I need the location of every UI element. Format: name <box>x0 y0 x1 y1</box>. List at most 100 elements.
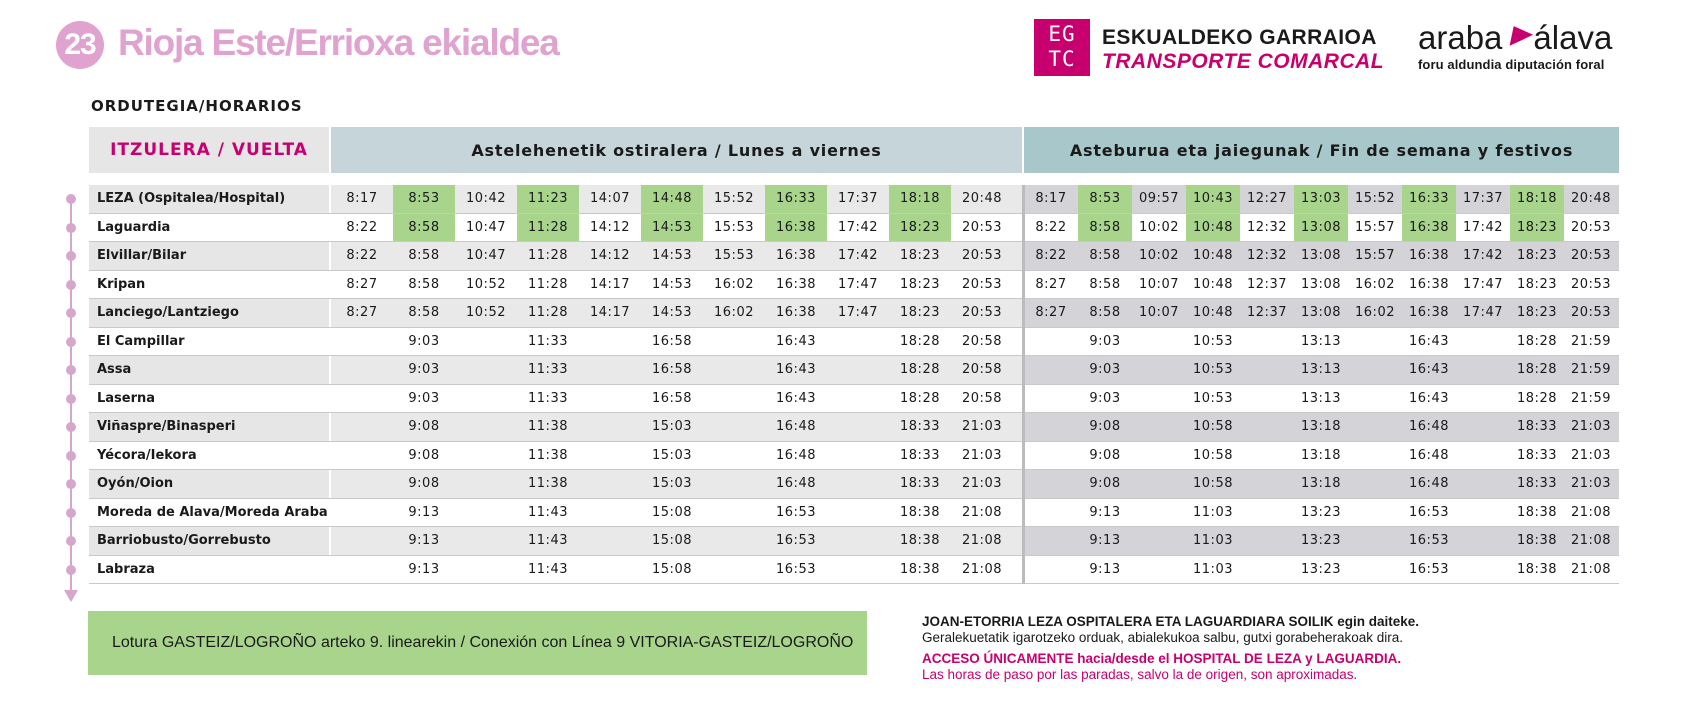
weekday-time <box>703 328 765 356</box>
weekend-time: 12:27 <box>1247 191 1287 207</box>
stop-dot <box>66 251 76 261</box>
weekend-time: 13:23 <box>1301 504 1341 520</box>
weekend-time: 21:59 <box>1571 333 1611 349</box>
weekend-time <box>1348 499 1402 527</box>
weekend-time <box>1456 385 1510 413</box>
weekday-time <box>331 527 393 555</box>
weekday-time: 16:33 <box>765 185 827 213</box>
stop-name: Viñaspre/Binasperi <box>89 413 329 441</box>
weekend-time: 21:59 <box>1571 362 1611 378</box>
weekday-time: 9:13 <box>408 561 440 577</box>
weekend-time: 10:53 <box>1193 333 1233 349</box>
weekend-time: 09:57 <box>1139 191 1179 207</box>
weekend-time: 16:02 <box>1355 305 1395 321</box>
operator-name-spanish: TRANSPORTE COMARCAL <box>1102 50 1385 73</box>
stop-name: Elvillar/Bilar <box>89 242 329 270</box>
weekend-time: 15:57 <box>1355 219 1395 235</box>
weekday-time: 11:38 <box>528 447 568 463</box>
weekend-time: 9:03 <box>1089 390 1121 406</box>
weekend-time <box>1024 556 1078 584</box>
weekday-time: 16:38 <box>765 213 827 241</box>
table-row: Moreda de Alava/Moreda Araba 9:13 11:43 15:… <box>89 499 1619 527</box>
weekend-time: 9:13 <box>1089 533 1121 549</box>
weekend-time: 8:58 <box>1089 248 1121 264</box>
weekday-time: 9:08 <box>408 419 440 435</box>
weekday-time <box>579 356 641 384</box>
weekday-time <box>703 556 765 584</box>
weekend-time <box>1024 356 1078 384</box>
weekend-header: Asteburua eta jaiegunak / Fin de semana … <box>1024 127 1619 173</box>
weekend-time <box>1240 556 1294 584</box>
table-row: Barriobusto/Gorrebusto 9:13 11:43 15:08 16:5… <box>89 527 1619 556</box>
weekday-time: 16:58 <box>652 390 692 406</box>
weekend-time: 18:38 <box>1517 533 1557 549</box>
weekend-time: 10:48 <box>1193 305 1233 321</box>
weekend-time: 12:37 <box>1247 305 1287 321</box>
row-shade <box>1024 470 1619 498</box>
weekend-time: 21:03 <box>1571 419 1611 435</box>
weekend-time <box>1348 385 1402 413</box>
weekday-time <box>579 470 641 498</box>
weekday-time: 9:03 <box>408 362 440 378</box>
weekday-time <box>455 556 517 584</box>
weekend-time <box>1240 527 1294 555</box>
weekday-time: 17:42 <box>838 219 878 235</box>
weekday-time <box>331 356 393 384</box>
weekend-time: 13:08 <box>1301 248 1341 264</box>
table-row: Laguardia 8:22 8:58 10:47 11:28 14:12 14:53 15:… <box>89 213 1619 242</box>
weekday-time: 18:23 <box>889 213 951 241</box>
weekend-time: 13:08 <box>1294 213 1348 241</box>
row-shade <box>331 356 1022 384</box>
weekday-time: 15:03 <box>652 447 692 463</box>
row-shade <box>331 299 1022 327</box>
weekday-time: 18:18 <box>889 185 951 213</box>
weekend-time: 17:37 <box>1463 191 1503 207</box>
note-basque-bold: JOAN-ETORRIA LEZA OSPITALERA ETA LAGUARD… <box>922 614 1420 629</box>
weekday-time: 8:17 <box>346 191 378 207</box>
weekend-time <box>1348 413 1402 441</box>
table-row: Laserna 9:03 11:33 16:58 16:43 18:28 20:58 9:03… <box>89 385 1619 413</box>
weekday-time: 16:53 <box>776 533 816 549</box>
weekend-time: 20:53 <box>1571 219 1611 235</box>
weekday-time: 14:53 <box>652 305 692 321</box>
weekday-time: 21:08 <box>962 561 1002 577</box>
weekend-time: 10:48 <box>1186 213 1240 241</box>
weekday-time: 16:38 <box>776 248 816 264</box>
weekend-time <box>1348 442 1402 470</box>
table-row: Elvillar/Bilar 8:22 8:58 10:47 11:28 14:12 14:… <box>89 242 1619 271</box>
weekend-time: 8:27 <box>1035 305 1067 321</box>
weekend-time: 10:02 <box>1139 219 1179 235</box>
weekday-time: 8:22 <box>346 219 378 235</box>
weekday-time: 20:58 <box>962 390 1002 406</box>
brand-subtitle: foru aldundia diputación foral <box>1418 57 1605 72</box>
stop-name: Barriobusto/Gorrebusto <box>89 527 329 555</box>
weekend-time: 12:32 <box>1247 248 1287 264</box>
weekday-time <box>331 413 393 441</box>
weekday-time: 18:28 <box>900 362 940 378</box>
weekday-time: 20:58 <box>962 362 1002 378</box>
weekend-time: 20:53 <box>1571 305 1611 321</box>
weekend-time <box>1132 385 1186 413</box>
stop-name: Kripan <box>97 276 146 292</box>
weekday-time <box>579 385 641 413</box>
weekday-time: 16:43 <box>776 333 816 349</box>
weekend-time: 8:58 <box>1078 213 1132 241</box>
weekend-time: 21:03 <box>1571 476 1611 492</box>
weekday-time: 8:58 <box>408 276 440 292</box>
weekend-time: 10:07 <box>1139 276 1179 292</box>
weekend-time: 13:23 <box>1301 561 1341 577</box>
weekday-time: 16:58 <box>652 362 692 378</box>
weekend-time: 8:22 <box>1035 219 1067 235</box>
weekend-time: 9:03 <box>1089 333 1121 349</box>
weekend-time: 9:13 <box>1089 561 1121 577</box>
weekday-time <box>331 442 393 470</box>
note-spanish-bold: ACCESO ÚNICAMENTE hacia/desde el HOSPITA… <box>922 651 1402 666</box>
weekday-time: 9:13 <box>408 533 440 549</box>
weekday-time <box>703 356 765 384</box>
weekend-time: 10:48 <box>1193 276 1233 292</box>
weekend-time <box>1024 442 1078 470</box>
weekday-time: 8:27 <box>346 276 378 292</box>
line-number-badge: 23 <box>56 21 104 69</box>
weekend-time: 16:38 <box>1409 305 1449 321</box>
row-shade <box>1024 299 1619 327</box>
